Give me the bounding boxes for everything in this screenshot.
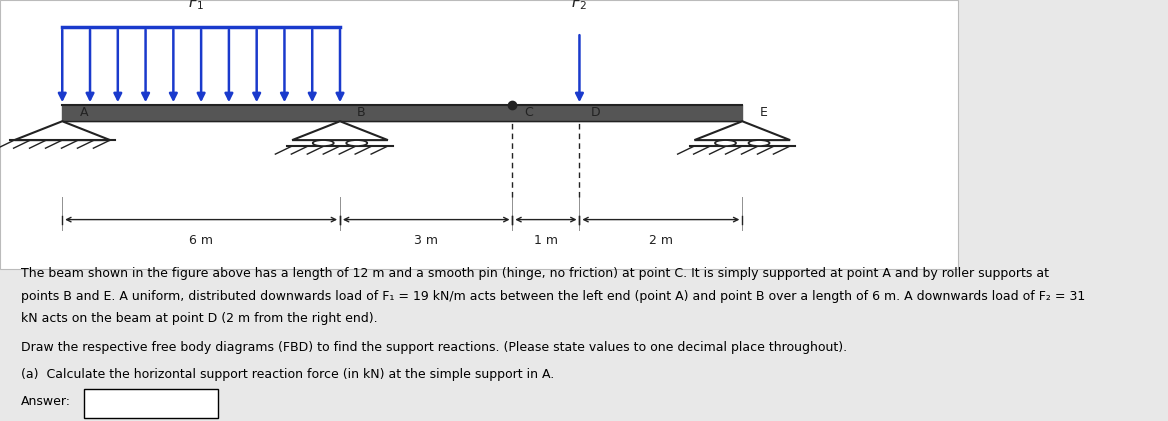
Text: kN acts on the beam at point D (2 m from the right end).: kN acts on the beam at point D (2 m from…: [21, 312, 377, 325]
Polygon shape: [292, 121, 388, 140]
Polygon shape: [14, 121, 110, 140]
Circle shape: [715, 140, 736, 146]
Text: 1 m: 1 m: [534, 234, 558, 248]
FancyBboxPatch shape: [0, 0, 958, 269]
Text: The beam shown in the figure above has a length of 12 m and a smooth pin (hinge,: The beam shown in the figure above has a…: [21, 267, 1049, 280]
Text: B: B: [357, 106, 366, 119]
Circle shape: [346, 140, 367, 146]
FancyBboxPatch shape: [84, 389, 218, 418]
Text: 6 m: 6 m: [189, 234, 213, 248]
Polygon shape: [694, 121, 790, 140]
Text: 3 m: 3 m: [415, 234, 438, 248]
Circle shape: [749, 140, 770, 146]
Text: C: C: [524, 106, 533, 119]
Text: Answer:: Answer:: [21, 395, 71, 408]
Text: A: A: [79, 106, 88, 119]
Text: (a)  Calculate the horizontal support reaction force (in kN) at the simple suppo: (a) Calculate the horizontal support rea…: [21, 368, 555, 381]
Text: 2 m: 2 m: [649, 234, 673, 248]
Text: Draw the respective free body diagrams (FBD) to find the support reactions. (Ple: Draw the respective free body diagrams (…: [21, 341, 847, 354]
Text: D: D: [591, 106, 600, 119]
Text: $F_1$: $F_1$: [188, 0, 204, 12]
Circle shape: [313, 140, 334, 146]
Text: points B and E. A uniform, distributed downwards load of F₁ = 19 kN/m acts betwe: points B and E. A uniform, distributed d…: [21, 290, 1085, 303]
Text: E: E: [759, 106, 767, 119]
Text: $F_2$: $F_2$: [571, 0, 588, 12]
